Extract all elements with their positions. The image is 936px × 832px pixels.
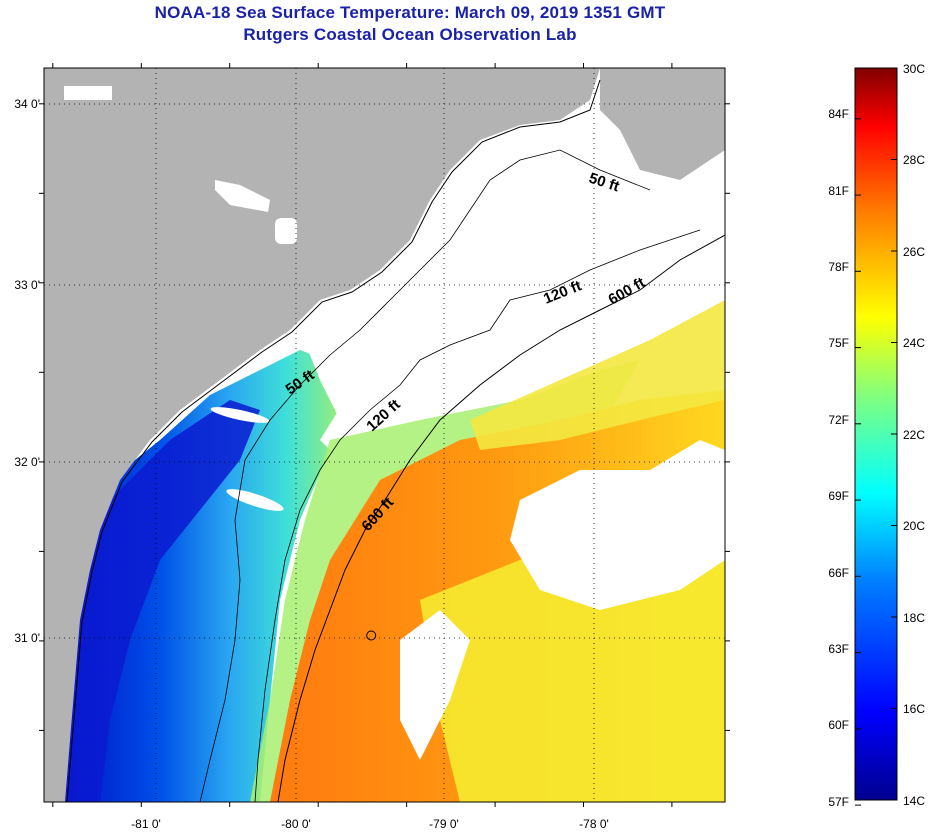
lat-label-33: 33 0': [14, 278, 40, 292]
cbar-label-c: 26C: [903, 245, 925, 259]
lat-label-32: 32 0': [14, 455, 40, 469]
cbar-label-c: 14C: [903, 794, 925, 808]
sst-yellow-north: [470, 300, 725, 450]
cbar-label-f: 75F: [828, 336, 849, 350]
cbar-label-f: 81F: [828, 184, 849, 198]
cbar-label-f: 72F: [828, 413, 849, 427]
cloud-mask-offshore: [510, 440, 725, 610]
cbar-label-f: 57F: [828, 795, 849, 809]
longitude-labels: -81 0' -80 0' -79 0' -78 0': [131, 817, 609, 831]
lat-label-31: 31 0': [14, 631, 40, 645]
lon-label-79: -79 0': [429, 817, 459, 831]
cbar-label-f: 60F: [828, 718, 849, 732]
land-mass-northeast: [600, 68, 725, 180]
lon-label-81: -81 0': [131, 817, 161, 831]
colorbar: 84F 81F 78F 75F 72F 69F 66F 63F 60F 57F …: [828, 62, 925, 809]
cloud-mask-south: [400, 610, 470, 760]
cbar-label-f: 84F: [828, 107, 849, 121]
cbar-label-c: 22C: [903, 428, 925, 442]
cbar-label-f: 63F: [828, 642, 849, 656]
contour-120ft-line: [254, 229, 701, 802]
cbar-label-c: 28C: [903, 153, 925, 167]
map-title: NOAA-18 Sea Surface Temperature: March 0…: [154, 3, 666, 22]
lon-label-78: -78 0': [579, 817, 609, 831]
station-marker: [366, 630, 377, 641]
colorbar-celsius-labels: 30C 28C 26C 24C 22C 20C 18C 16C 14C: [903, 62, 925, 808]
map-panel: 50 ft 120 ft 600 ft 50 ft 120 ft 600 ft: [44, 68, 725, 802]
latitude-labels: 34 0' 33 0' 32 0' 31 0': [14, 97, 40, 645]
colorbar-fahrenheit-labels: 84F 81F 78F 75F 72F 69F 66F 63F 60F 57F: [828, 107, 849, 809]
lat-label-34: 34 0': [14, 97, 40, 111]
land-mass: [44, 68, 600, 802]
lake-patch: [275, 218, 297, 244]
cbar-label-c: 16C: [903, 702, 925, 716]
cbar-label-c: 30C: [903, 62, 925, 76]
contour-600ft-line: [277, 234, 725, 802]
map-frame: [43, 67, 726, 803]
cbar-label-f: 78F: [828, 260, 849, 274]
sst-green-band: [250, 360, 640, 802]
cbar-label-f: 69F: [828, 489, 849, 503]
cloud-streak: [226, 489, 284, 511]
cbar-label-f: 66F: [828, 566, 849, 580]
lake-patch: [64, 86, 112, 100]
cbar-label-c: 24C: [903, 336, 925, 350]
axis-ticks: [39, 63, 730, 807]
lon-label-80: -80 0': [281, 817, 311, 831]
cbar-label-c: 20C: [903, 519, 925, 533]
contour-50ft-line: [199, 149, 651, 802]
cloud-streak: [210, 407, 270, 423]
graticule: [44, 68, 725, 802]
colorbar-gradient: [854, 67, 898, 801]
lake-patch: [215, 180, 270, 212]
coastline: [66, 79, 601, 802]
cbar-label-c: 18C: [903, 611, 925, 625]
map-subtitle: Rutgers Coastal Ocean Observation Lab: [243, 25, 577, 44]
